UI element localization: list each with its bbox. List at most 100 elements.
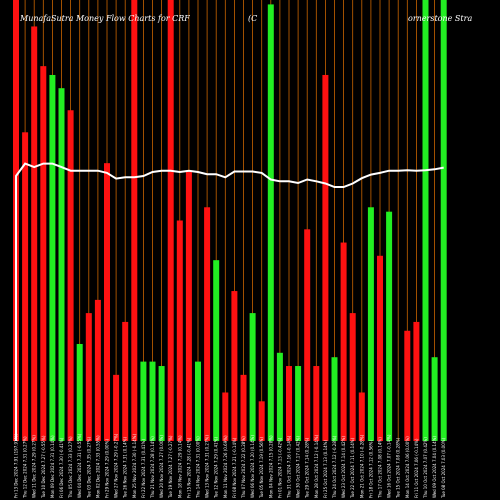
tick-label: Fri 18 Oct 2024 7.12 (0.56%) (368, 440, 373, 498)
bar-thu-31-oct-2024 (286, 366, 292, 441)
bar-thu-07-nov-2024 (240, 374, 247, 441)
tick-label: Tue 19 Nov 2024 7.27 (-0.27%) (168, 435, 173, 499)
bar-wed-06-nov-2024 (249, 313, 256, 441)
bar-thu-21-nov-2024 (149, 361, 156, 441)
bar-fri-11-oct-2024 (413, 321, 420, 441)
bar-mon-25-nov-2024 (131, 0, 138, 441)
tick-label: Wed 16 Oct 2024 7.07 (-0.14%) (387, 434, 392, 498)
tick-label: Fri 29 Nov 2024 7.29 (0.00%) (105, 439, 110, 498)
bar-tue-08-oct-2024 (440, 0, 447, 441)
bar-mon-09-dec-2024 (49, 74, 56, 441)
money-flow-line (15, 162, 444, 441)
bar-fri-25-oct-2024 (322, 74, 329, 441)
bar-mon-02-dec-2024 (94, 299, 101, 441)
tick-label: Mon 02 Dec 2024 7.33 (0.55%) (95, 435, 100, 498)
bar-thu-24-oct-2024 (331, 357, 338, 441)
bar-fri-15-nov-2024 (185, 171, 192, 442)
bar-fri-18-oct-2024 (367, 207, 374, 441)
tick-label: Tue 22 Oct 2024 7.11 (0.14%) (350, 437, 355, 499)
bar-thu-12-dec-2024 (22, 132, 29, 442)
bar-wed-23-oct-2024 (340, 242, 347, 441)
bar-wed-20-nov-2024 (158, 366, 165, 441)
bar-wed-09-oct-2024 (431, 357, 438, 441)
bar-thu-05-dec-2024 (67, 110, 74, 441)
bar-tue-26-nov-2024 (122, 321, 129, 441)
tick-label: Thu 12 Dec 2024 7.31 (0.27%) (23, 436, 28, 499)
bar-mon-14-oct-2024 (404, 330, 411, 441)
bar-fri-29-nov-2024 (104, 163, 110, 442)
bar-mon-11-nov-2024 (222, 392, 229, 441)
bar-tue-19-nov-2024 (167, 0, 174, 441)
bar-wed-11-dec-2024 (31, 26, 38, 442)
bar-mon-04-nov-2024 (267, 4, 274, 441)
tick-label: Thu 17 Oct 2024 7.08 (0.14%) (378, 437, 383, 499)
bar-mon-28-oct-2024 (313, 366, 320, 441)
bar-mon-18-nov-2024 (176, 220, 183, 441)
bar-wed-04-dec-2024 (76, 343, 83, 441)
tick-label: Mon 14 Oct 2024 7.06 (0.00%) (405, 436, 410, 498)
tick-label: Thu 31 Oct 2024 7.16 (-0.14%) (287, 435, 292, 499)
tick-label: Wed 09 Oct 2024 7.04 (0.14%) (432, 436, 437, 498)
tick-label: Thu 07 Nov 2024 7.22 (0.28%) (241, 436, 246, 499)
x-tick-labels: Fri 13 Dec 2024 7.91 (197.91%) Thu 12 Dec… (14, 433, 447, 499)
bar-tue-05-nov-2024 (258, 401, 265, 441)
tick-label: Tue 08 Oct 2024 7.03 (0.00%) (441, 437, 446, 499)
tick-label: Mon 09 Dec 2024 7.31 (0.14%) (50, 435, 55, 498)
bar-wed-13-nov-2024 (204, 207, 211, 441)
tick-label: Tue 12 Nov 2024 7.29 (0.41%) (214, 437, 219, 499)
tick-label: Fri 13 Dec 2024 7.91 (197.91%) (14, 434, 19, 498)
bar-tue-29-oct-2024 (304, 229, 311, 441)
bar-fri-06-dec-2024 (58, 88, 65, 441)
tick-label: Fri 22 Nov 2024 7.31 (0.41%) (141, 439, 146, 498)
tick-label: Fri 15 Nov 2024 7.28 (-0.41%) (186, 437, 191, 498)
tick-label: Tue 26 Nov 2024 7.31 (0.14%) (123, 437, 128, 499)
tick-label: Thu 05 Dec 2024 7.33 (0.27%) (68, 436, 73, 499)
chart-title: MunafaSutra Money Flow Charts for CRF (19, 14, 190, 23)
tick-label: Tue 05 Nov 2024 7.19 (0.56%) (259, 437, 264, 499)
tick-label: Mon 21 Oct 2024 7.10 (-0.28%) (359, 434, 364, 498)
tick-label: Mon 28 Oct 2024 7.12 (-0.14%) (314, 434, 319, 498)
tick-label: Fri 25 Oct 2024 7.13 (0.14%) (323, 440, 328, 498)
tick-label: Fri 06 Dec 2024 7.30 (-0.41%) (59, 437, 64, 498)
tick-label: Wed 27 Nov 2024 7.29 (-0.27%) (114, 433, 119, 498)
tick-label: Fri 01 Nov 2024 7.13 (-0.42%) (277, 437, 282, 498)
bar-tue-22-oct-2024 (349, 313, 356, 441)
tick-label: Wed 11 Dec 2024 7.29 (0.27%) (32, 435, 37, 498)
tick-label: Wed 13 Nov 2024 7.31 (0.27%) (205, 435, 210, 498)
tick-label: Mon 04 Nov 2024 7.15 (0.28%) (268, 435, 273, 498)
tick-label: Mon 18 Nov 2024 7.29 (0.14%) (177, 435, 182, 498)
bar-fri-22-nov-2024 (140, 361, 147, 441)
chart-company-tail: ornerstone Stra (408, 14, 472, 23)
tick-label: Wed 23 Oct 2024 7.14 (0.42%) (341, 436, 346, 498)
tick-label: Thu 24 Oct 2024 7.12 (-0.28%) (332, 435, 337, 499)
tick-label: Mon 25 Nov 2024 7.30 (-0.14%) (132, 434, 137, 498)
tick-label: Tue 15 Oct 2024 7.08 (0.28%) (396, 437, 401, 499)
bar-thu-10-oct-2024 (422, 0, 429, 441)
tick-label: Wed 20 Nov 2024 7.27 (0.00%) (159, 435, 164, 498)
bar-mon-21-oct-2024 (358, 392, 365, 441)
tick-label: Thu 21 Nov 2024 7.28 (0.14%) (150, 436, 155, 499)
tick-label: Wed 04 Dec 2024 7.31 (-0.55%) (77, 433, 82, 498)
tick-label: Fri 08 Nov 2024 7.21 (-0.14%) (232, 437, 237, 498)
bar-tue-03-dec-2024 (85, 313, 92, 441)
bar-tue-12-nov-2024 (213, 260, 220, 441)
tick-label: Tue 29 Oct 2024 7.14 (0.28%) (305, 437, 310, 499)
bar-thu-14-nov-2024 (195, 361, 201, 441)
chart-company: (C (248, 14, 257, 23)
bar-thu-17-oct-2024 (377, 255, 383, 441)
tick-label: Thu 14 Nov 2024 7.31 (0.00%) (196, 436, 201, 499)
tick-label: Fri 11 Oct 2024 7.06 (-0.14%) (414, 438, 419, 498)
bar-wed-16-oct-2024 (386, 211, 393, 441)
bar-fri-01-nov-2024 (276, 352, 283, 441)
tick-label: Tue 03 Dec 2024 7.35 (0.27%) (86, 437, 91, 499)
tick-label: Wed 30 Oct 2024 7.17 (0.42%) (296, 436, 301, 498)
bar-fri-08-nov-2024 (231, 291, 238, 441)
bar-wed-30-oct-2024 (295, 366, 302, 441)
tick-label: Thu 10 Oct 2024 7.07 (0.42%) (423, 437, 428, 499)
bar-tue-10-dec-2024 (40, 66, 47, 442)
tick-label: Wed 06 Nov 2024 7.20 (0.14%) (250, 435, 255, 498)
bar-series (13, 0, 447, 442)
bar-wed-27-nov-2024 (113, 374, 120, 441)
tick-label: Mon 11 Nov 2024 7.26 (0.69%) (223, 435, 228, 498)
